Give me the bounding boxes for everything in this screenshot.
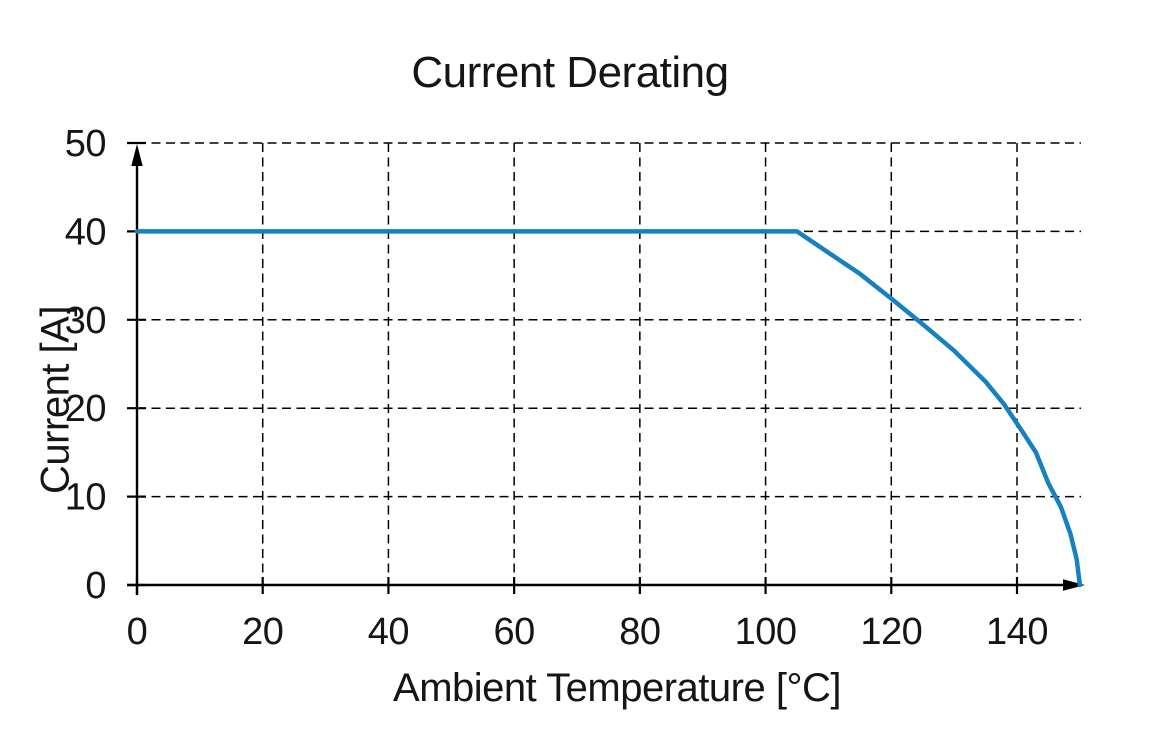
chart-title: Current Derating bbox=[411, 48, 729, 97]
y-tick-label: 50 bbox=[65, 123, 106, 165]
x-tick-label: 80 bbox=[619, 611, 660, 653]
x-tick-label: 100 bbox=[735, 611, 797, 653]
y-tick-label: 40 bbox=[65, 211, 106, 253]
x-tick-label: 20 bbox=[242, 611, 283, 653]
y-tick-label: 10 bbox=[65, 477, 106, 519]
y-axis-label-text: Current [A] bbox=[33, 306, 78, 494]
x-tick-label: 140 bbox=[986, 611, 1048, 653]
x-tick-label: 0 bbox=[127, 611, 148, 653]
derating-curve bbox=[134, 229, 1083, 588]
x-axis-label: Ambient Temperature [°C] bbox=[393, 666, 841, 710]
y-tick-label: 20 bbox=[65, 388, 106, 430]
x-axis-arrowhead-icon bbox=[1063, 579, 1085, 591]
y-tick-label: 0 bbox=[85, 565, 106, 607]
y-tick-label: 30 bbox=[65, 300, 106, 342]
x-tick-label: 40 bbox=[368, 611, 409, 653]
y-axis-arrowhead-icon bbox=[131, 144, 143, 166]
x-tick-label: 60 bbox=[494, 611, 535, 653]
x-tick-label: 120 bbox=[860, 611, 922, 653]
